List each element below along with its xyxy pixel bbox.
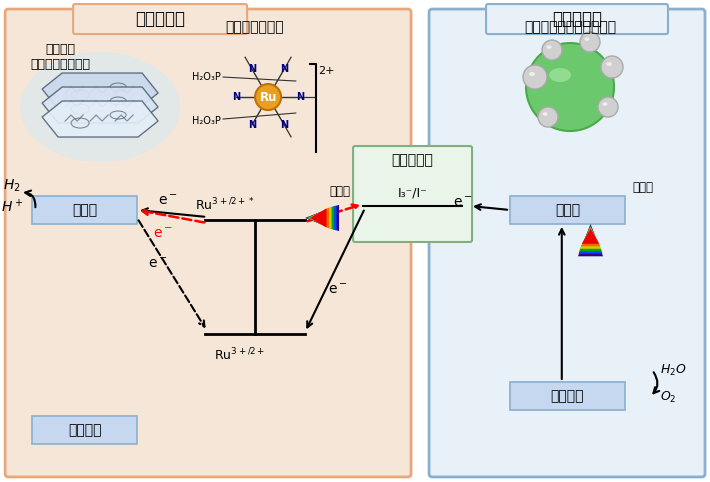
Ellipse shape bbox=[606, 62, 612, 66]
Text: N: N bbox=[248, 120, 256, 130]
Ellipse shape bbox=[603, 102, 608, 106]
Circle shape bbox=[526, 43, 614, 131]
Circle shape bbox=[601, 56, 623, 78]
Polygon shape bbox=[42, 87, 158, 123]
Bar bbox=[510, 196, 625, 224]
Polygon shape bbox=[581, 229, 599, 244]
Text: e$^-$: e$^-$ bbox=[158, 194, 178, 208]
Polygon shape bbox=[310, 208, 327, 228]
FancyBboxPatch shape bbox=[486, 4, 668, 34]
Ellipse shape bbox=[20, 52, 180, 162]
Ellipse shape bbox=[529, 72, 535, 76]
Circle shape bbox=[255, 84, 281, 110]
Polygon shape bbox=[580, 227, 601, 249]
Bar bbox=[510, 382, 625, 410]
Text: N: N bbox=[280, 64, 288, 74]
Polygon shape bbox=[305, 205, 339, 231]
Text: e$^-$: e$^-$ bbox=[328, 283, 348, 297]
Text: H₂O₃P: H₂O₃P bbox=[192, 72, 221, 82]
Text: 価電子帯: 価電子帯 bbox=[68, 423, 102, 437]
Text: 表面修飾
酸化物ナノシート: 表面修飾 酸化物ナノシート bbox=[30, 43, 90, 71]
Circle shape bbox=[598, 97, 618, 117]
Polygon shape bbox=[579, 226, 602, 251]
Circle shape bbox=[580, 32, 600, 52]
Text: N: N bbox=[248, 64, 256, 74]
Text: e$^-$: e$^-$ bbox=[153, 227, 173, 241]
Ellipse shape bbox=[542, 112, 547, 116]
Polygon shape bbox=[579, 225, 603, 254]
Bar bbox=[32, 416, 137, 444]
Polygon shape bbox=[309, 207, 329, 228]
Text: e$^-$: e$^-$ bbox=[453, 196, 473, 210]
Polygon shape bbox=[42, 73, 158, 109]
Bar bbox=[32, 196, 137, 224]
Text: 酸化タングステン光触媒: 酸化タングステン光触媒 bbox=[524, 20, 616, 34]
Polygon shape bbox=[308, 207, 332, 229]
Text: e$^-$: e$^-$ bbox=[148, 257, 168, 271]
Ellipse shape bbox=[549, 68, 571, 82]
Polygon shape bbox=[306, 205, 337, 231]
Text: ルテニウム色素: ルテニウム色素 bbox=[226, 20, 285, 34]
Circle shape bbox=[542, 40, 562, 60]
Text: $O_2$: $O_2$ bbox=[660, 389, 677, 404]
Polygon shape bbox=[578, 224, 603, 256]
Text: Ru$^{3+/2+}$: Ru$^{3+/2+}$ bbox=[214, 347, 266, 363]
Text: 水素生成系: 水素生成系 bbox=[135, 10, 185, 28]
Ellipse shape bbox=[584, 37, 589, 41]
Circle shape bbox=[538, 107, 558, 127]
Text: 可視光: 可視光 bbox=[633, 181, 653, 194]
Text: Ru$^{3+/2+*}$: Ru$^{3+/2+*}$ bbox=[195, 196, 255, 213]
Text: N: N bbox=[280, 120, 288, 130]
Text: 酸素生成系: 酸素生成系 bbox=[552, 10, 602, 28]
Text: $H_2O$: $H_2O$ bbox=[660, 362, 687, 377]
Text: I₃⁻/I⁻: I₃⁻/I⁻ bbox=[398, 186, 427, 199]
Text: H₂O₃P: H₂O₃P bbox=[192, 116, 221, 126]
Text: N: N bbox=[296, 92, 304, 102]
FancyBboxPatch shape bbox=[353, 146, 472, 242]
Text: Ru: Ru bbox=[259, 91, 277, 104]
Polygon shape bbox=[581, 228, 600, 246]
Text: 伝導帯: 伝導帯 bbox=[555, 203, 580, 217]
Text: 電子伝達剤: 電子伝達剤 bbox=[392, 153, 434, 167]
FancyBboxPatch shape bbox=[73, 4, 247, 34]
Text: 可視光: 可視光 bbox=[329, 185, 351, 198]
Text: 価電子帯: 価電子帯 bbox=[551, 389, 584, 403]
Ellipse shape bbox=[547, 45, 552, 49]
FancyBboxPatch shape bbox=[5, 9, 411, 477]
Text: $H_2$: $H_2$ bbox=[4, 178, 21, 194]
Polygon shape bbox=[307, 206, 334, 230]
Circle shape bbox=[523, 65, 547, 89]
Text: N: N bbox=[232, 92, 240, 102]
Text: 伝導帯: 伝導帯 bbox=[72, 203, 97, 217]
Text: $H^+$: $H^+$ bbox=[1, 199, 23, 215]
Polygon shape bbox=[42, 101, 158, 137]
FancyBboxPatch shape bbox=[429, 9, 705, 477]
Text: 2+: 2+ bbox=[318, 66, 334, 76]
